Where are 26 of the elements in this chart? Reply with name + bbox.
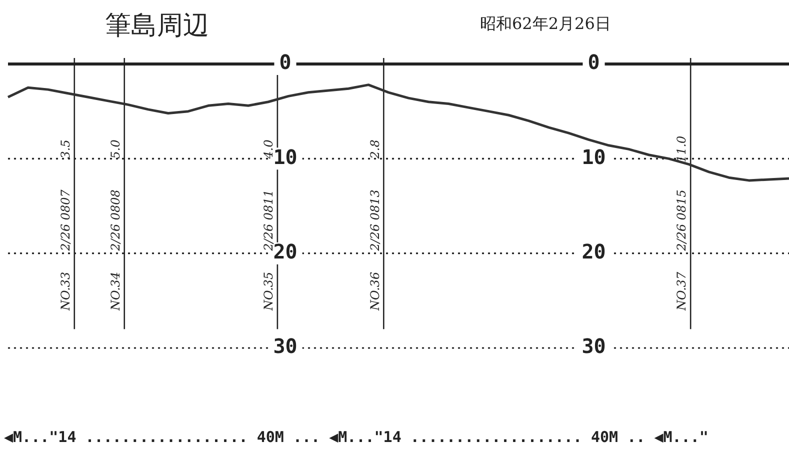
annotation: 3.5 xyxy=(58,140,73,159)
y2-tick-label: 30 xyxy=(582,334,606,358)
chart-title: 筆島周辺 xyxy=(105,10,209,43)
annotation: 2.8 xyxy=(368,139,382,160)
annotation: NO.34 xyxy=(108,272,122,312)
y2-tick-label: 0 xyxy=(588,50,600,74)
annotation: NO.33 xyxy=(58,271,73,312)
y-tick-label: 30 xyxy=(273,334,298,358)
y-tick-label: 10 xyxy=(273,144,298,169)
annotation: NO.36 xyxy=(368,271,382,312)
text: ◀M..."14 .................. 40M ... ◀M..."14 ................... 40M .. ◀M..." xyxy=(4,428,708,446)
annotation: 2/26 0811 xyxy=(262,190,276,252)
y2-tick-label: 20 xyxy=(582,240,606,264)
annotation: 2/26 0813 xyxy=(368,189,382,252)
annotation: 2/26 0807 xyxy=(58,189,73,252)
y-tick-label: 20 xyxy=(273,240,298,264)
annotation: 2/26 0815 xyxy=(674,190,689,252)
annotation: 5.0 xyxy=(108,139,122,159)
y-tick-label: 0 xyxy=(279,50,292,74)
annotation: 2/26 0808 xyxy=(108,189,122,252)
annotation: NO.37 xyxy=(674,271,689,312)
annotation: 4.0 xyxy=(262,139,276,160)
annotation: 11.0 xyxy=(674,135,689,163)
y2-tick-label: 10 xyxy=(582,144,606,169)
annotation: NO.35 xyxy=(262,272,276,312)
chart-subtitle: 昭和62年2月26日 xyxy=(480,14,611,35)
